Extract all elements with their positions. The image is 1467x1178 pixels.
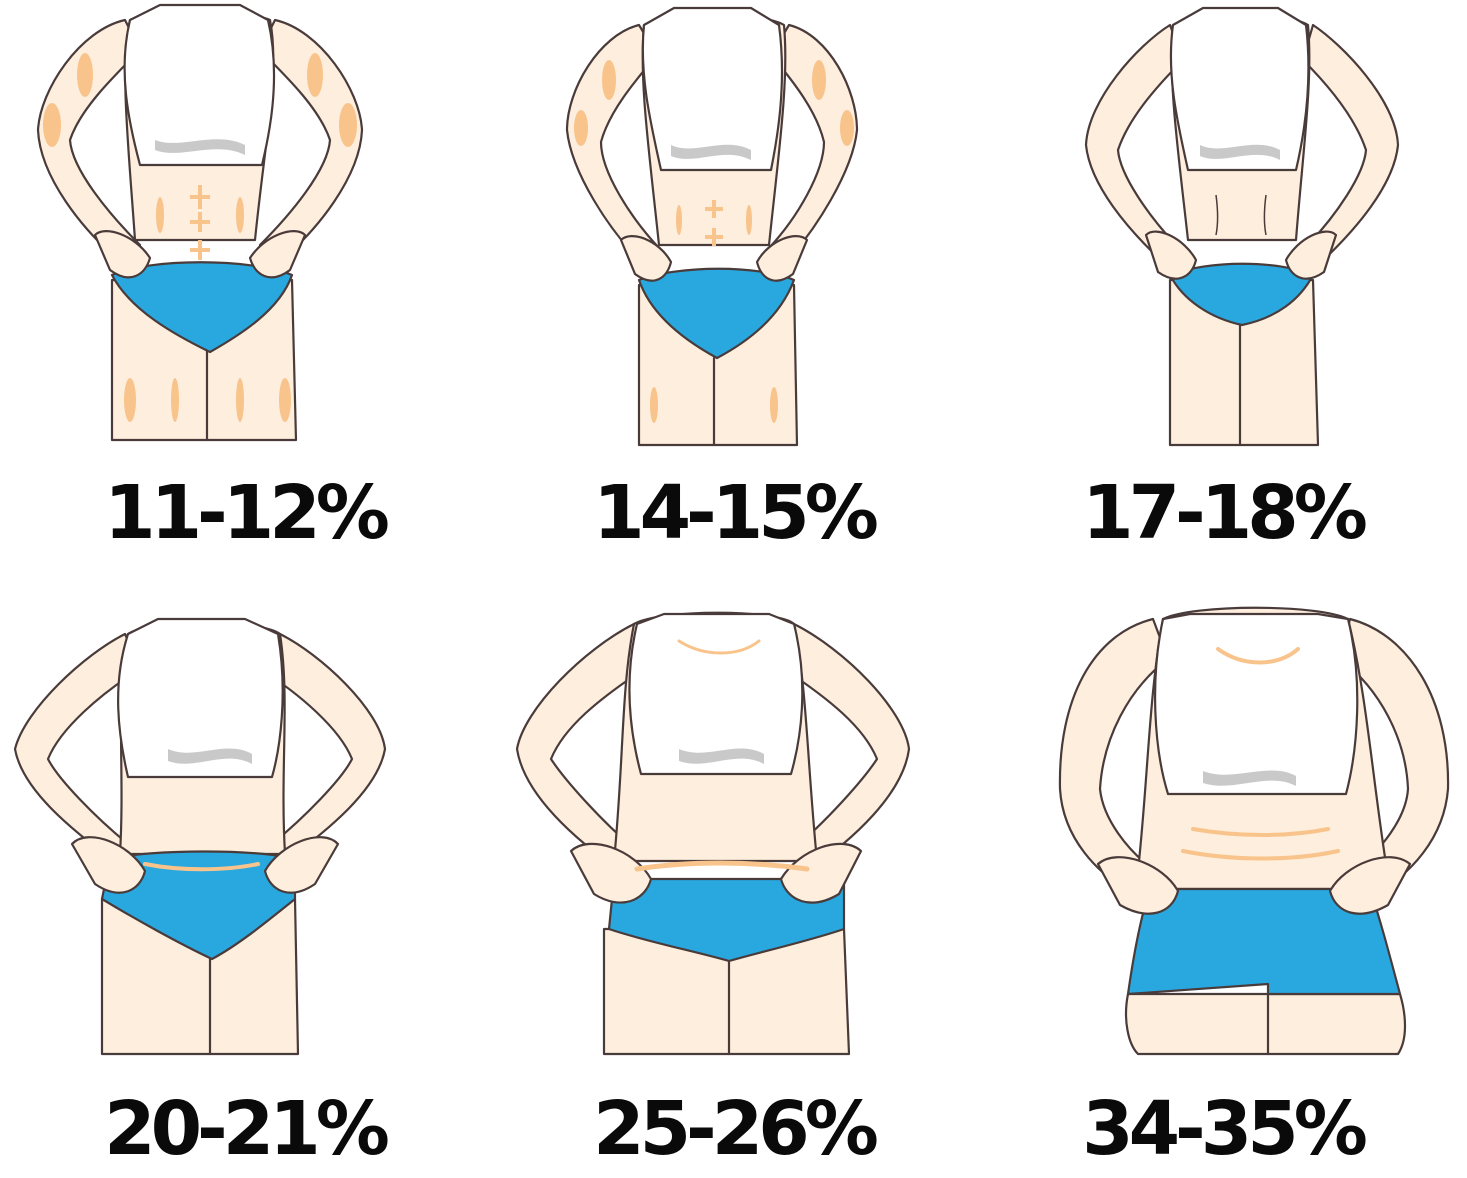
body-illustration-3 [1084,6,1400,447]
body-illustration-4 [13,617,387,1056]
body-illustration-5 [515,611,911,1056]
body-illustration-6 [1058,606,1450,1056]
body-fat-label: 34-35% [1082,1086,1368,1172]
body-fat-label: 17-18% [1082,470,1368,556]
body-fat-label: 25-26% [593,1086,879,1172]
body-illustration-1 [36,3,364,442]
body-fat-label: 20-21% [104,1086,390,1172]
figure-card-5: 25-26% [489,589,978,1178]
body-fat-label: 11-12% [104,470,390,556]
figure-card-3: 17-18% [978,0,1467,589]
figure-card-4: 20-21% [0,589,489,1178]
figure-card-1: 11-12% [0,0,489,589]
body-fat-label: 14-15% [593,470,879,556]
body-illustration-2 [565,6,859,447]
figure-card-2: 14-15% [489,0,978,589]
figure-card-6: 34-35% [978,589,1467,1178]
